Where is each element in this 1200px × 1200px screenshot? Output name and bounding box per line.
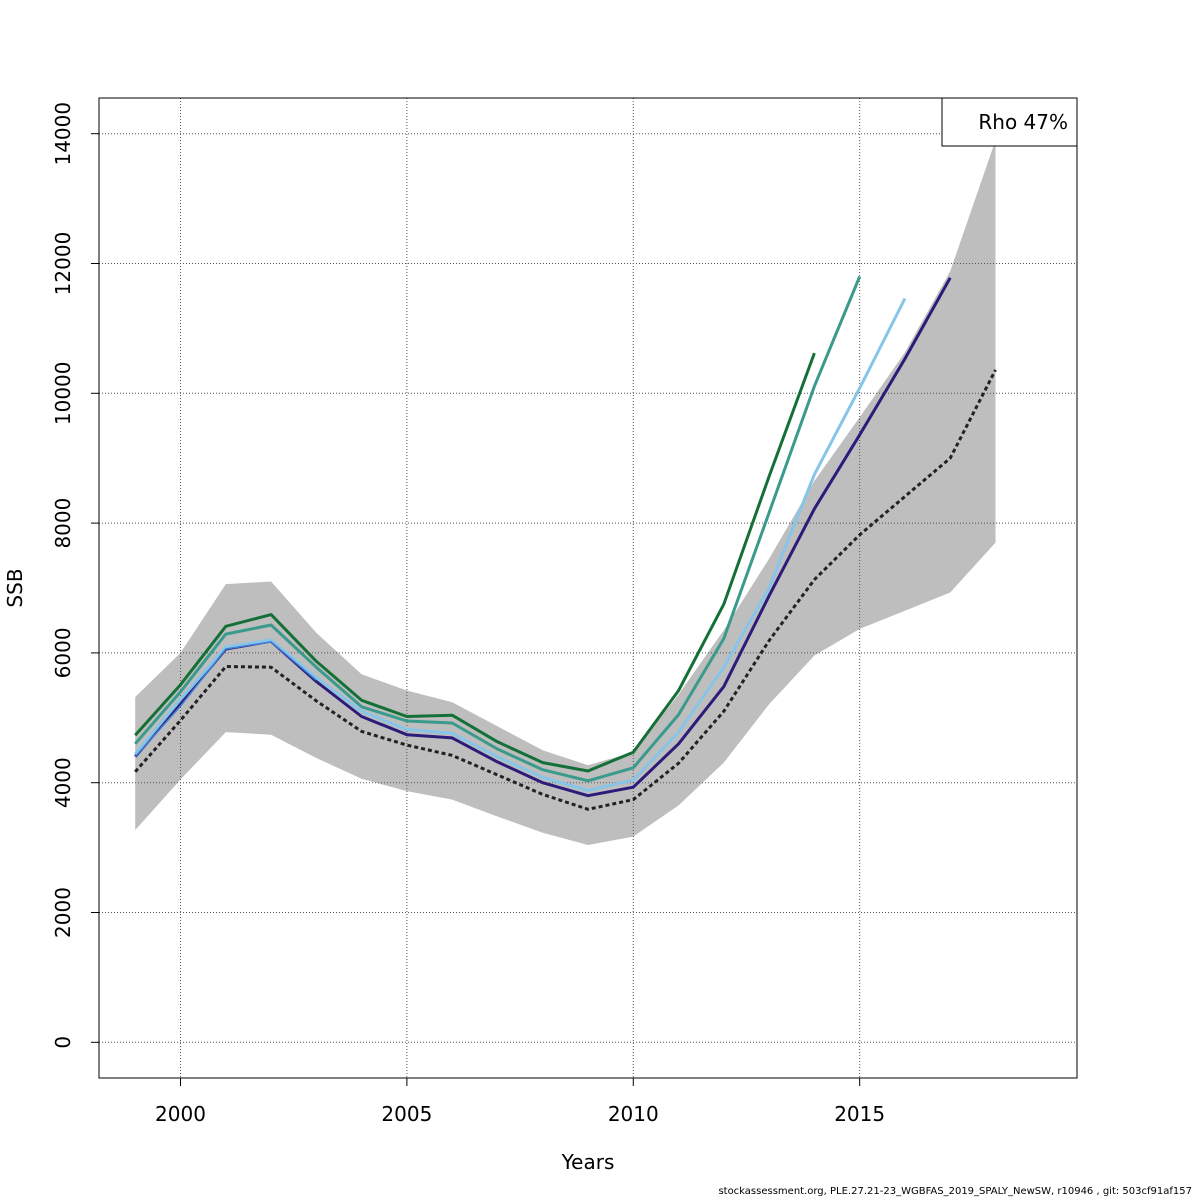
- y-tick-label: 4000: [51, 757, 75, 808]
- y-tick-label: 2000: [51, 887, 75, 938]
- series-line-5: [134, 352, 816, 773]
- legend-text: Rho 47%: [978, 110, 1068, 134]
- footer-source-note: stockassessment.org, PLE.27.21-23_WGBFAS…: [718, 1186, 1192, 1197]
- x-tick-label: 2000: [155, 1102, 206, 1126]
- series-line-6: [134, 641, 317, 758]
- series-line-3: [134, 297, 907, 792]
- legend: Rho 47%: [941, 97, 1078, 147]
- plot-frame: [98, 97, 1078, 1079]
- x-axis-title: Years: [561, 1150, 615, 1174]
- x-tick-label: 2005: [381, 1102, 432, 1126]
- y-tick-label: 0: [51, 1036, 75, 1049]
- y-tick-label: 12000: [51, 232, 75, 296]
- legend-box: [941, 97, 1078, 147]
- x-tick-label: 2010: [608, 1102, 659, 1126]
- series-line-4: [134, 275, 862, 783]
- x-tick-label: 2015: [834, 1102, 885, 1126]
- y-tick-label: 8000: [51, 498, 75, 549]
- y-tick-label: 14000: [51, 102, 75, 166]
- y-tick-label: 10000: [51, 361, 75, 425]
- y-tick-label: 6000: [51, 627, 75, 678]
- confidence-band: [135, 140, 996, 845]
- y-axis-title: SSB: [3, 568, 27, 607]
- series-line-1: [134, 369, 997, 811]
